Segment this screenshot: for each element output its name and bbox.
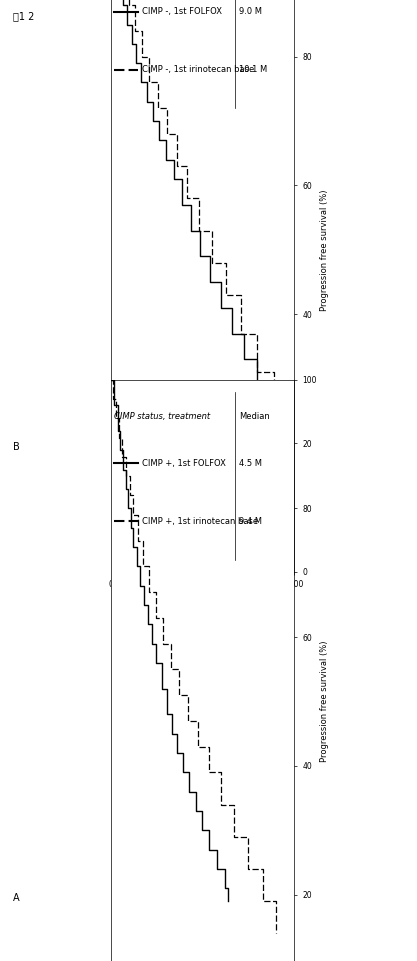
Text: 10.1 M: 10.1 M — [239, 65, 267, 74]
Text: CIMP status, treatment: CIMP status, treatment — [114, 411, 210, 421]
Text: CIMP +, 1st FOLFOX: CIMP +, 1st FOLFOX — [142, 458, 226, 468]
Text: 4.5 M: 4.5 M — [239, 458, 262, 468]
Text: A: A — [13, 894, 19, 903]
X-axis label: Time (days): Time (days) — [178, 592, 227, 601]
Text: B: B — [13, 442, 19, 452]
Text: Median: Median — [239, 411, 270, 421]
Text: CIMP -, 1st irinotecan base: CIMP -, 1st irinotecan base — [142, 65, 254, 74]
Text: 9.0 M: 9.0 M — [239, 7, 262, 16]
Text: 図1 2: 図1 2 — [13, 12, 34, 21]
Text: CIMP +, 1st irinotecan base: CIMP +, 1st irinotecan base — [142, 517, 258, 526]
Text: CIMP -, 1st FOLFOX: CIMP -, 1st FOLFOX — [142, 7, 222, 16]
Y-axis label: Progression free survival (%): Progression free survival (%) — [319, 641, 329, 762]
Y-axis label: Progression free survival (%): Progression free survival (%) — [319, 189, 329, 310]
Text: P=0.80: P=0.80 — [211, 513, 242, 522]
Text: 9.4 M: 9.4 M — [239, 517, 262, 526]
